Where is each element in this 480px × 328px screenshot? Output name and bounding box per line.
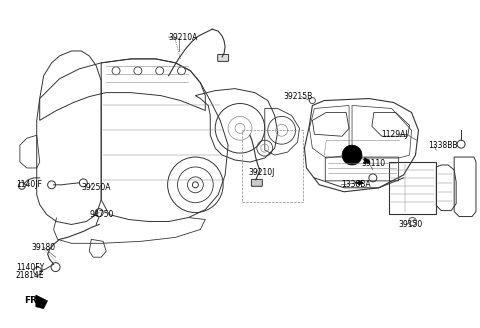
Text: 1338BB: 1338BB (428, 141, 458, 150)
FancyBboxPatch shape (252, 179, 262, 186)
Text: 1140FY: 1140FY (16, 263, 44, 272)
Text: 39180: 39180 (32, 243, 56, 252)
Text: 39110: 39110 (361, 158, 385, 168)
Text: 39250A: 39250A (81, 183, 111, 192)
Text: 39210A: 39210A (168, 32, 198, 42)
Polygon shape (36, 295, 48, 309)
Text: 21814E: 21814E (16, 271, 45, 279)
Text: 1129AJ: 1129AJ (381, 130, 408, 139)
FancyBboxPatch shape (218, 54, 228, 61)
Text: 94750: 94750 (89, 210, 114, 219)
Text: 39210J: 39210J (248, 168, 274, 177)
Circle shape (342, 145, 362, 165)
Text: 39150: 39150 (399, 220, 423, 229)
Text: 39215B: 39215B (284, 92, 313, 101)
Text: FR: FR (24, 296, 37, 305)
Text: 1338BA: 1338BA (341, 180, 371, 189)
Text: 1140JF: 1140JF (16, 180, 42, 189)
